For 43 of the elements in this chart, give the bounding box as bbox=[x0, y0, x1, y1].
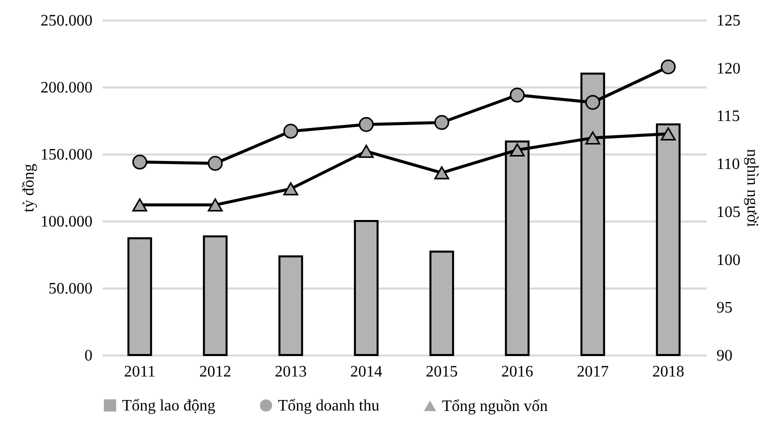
x-tick-label: 2015 bbox=[426, 364, 458, 380]
x-tick-label: 2017 bbox=[576, 364, 609, 380]
point bbox=[132, 154, 148, 170]
x-tick-label: 2011 bbox=[124, 364, 156, 380]
point bbox=[358, 117, 374, 132]
y-tick-label: 100.000 bbox=[40, 214, 92, 230]
point bbox=[660, 127, 676, 140]
point bbox=[585, 94, 600, 110]
point bbox=[132, 198, 148, 212]
x-tick-label: 2013 bbox=[274, 364, 307, 380]
point bbox=[358, 144, 374, 158]
point bbox=[283, 182, 298, 196]
y-tick-label: 250.000 bbox=[40, 12, 92, 30]
point bbox=[660, 59, 676, 74]
y-tick-label: 200.000 bbox=[40, 80, 92, 96]
point bbox=[283, 124, 298, 139]
x-tick-label: 2018 bbox=[652, 364, 684, 380]
legend-label: Tổng doanh thu bbox=[278, 397, 380, 414]
y-tick-label: 50.000 bbox=[48, 280, 92, 298]
y2-axis-title: nghìn người bbox=[744, 148, 760, 228]
point bbox=[434, 115, 450, 130]
x-tick-label: 2016 bbox=[501, 364, 534, 380]
point bbox=[585, 131, 600, 144]
legend-label: Tổng lao động bbox=[122, 397, 216, 414]
y2-tick-label: 110 bbox=[716, 156, 740, 174]
x-tick-label: 2012 bbox=[199, 364, 232, 380]
point bbox=[510, 88, 525, 102]
point bbox=[434, 166, 450, 180]
y2-tick-label: 95 bbox=[716, 300, 732, 317]
y2-tick-label: 125 bbox=[716, 12, 740, 30]
point bbox=[208, 198, 223, 212]
point bbox=[208, 156, 223, 171]
x-tick-label: 2014 bbox=[350, 364, 382, 380]
y2-tick-label: 115 bbox=[716, 108, 740, 126]
legend-label: Tổng nguồn vốn bbox=[442, 398, 548, 415]
y-tick-label: 150.000 bbox=[40, 146, 92, 164]
y2-tick-label: 100 bbox=[716, 252, 740, 269]
y-tick-label: 0 bbox=[84, 348, 92, 364]
y2-tick-label: 105 bbox=[716, 204, 740, 221]
y2-tick-label: 120 bbox=[716, 60, 740, 78]
y2-tick-label: 90 bbox=[716, 348, 732, 364]
y-axis-title: tỷ đồng bbox=[20, 164, 38, 212]
point bbox=[510, 143, 525, 157]
